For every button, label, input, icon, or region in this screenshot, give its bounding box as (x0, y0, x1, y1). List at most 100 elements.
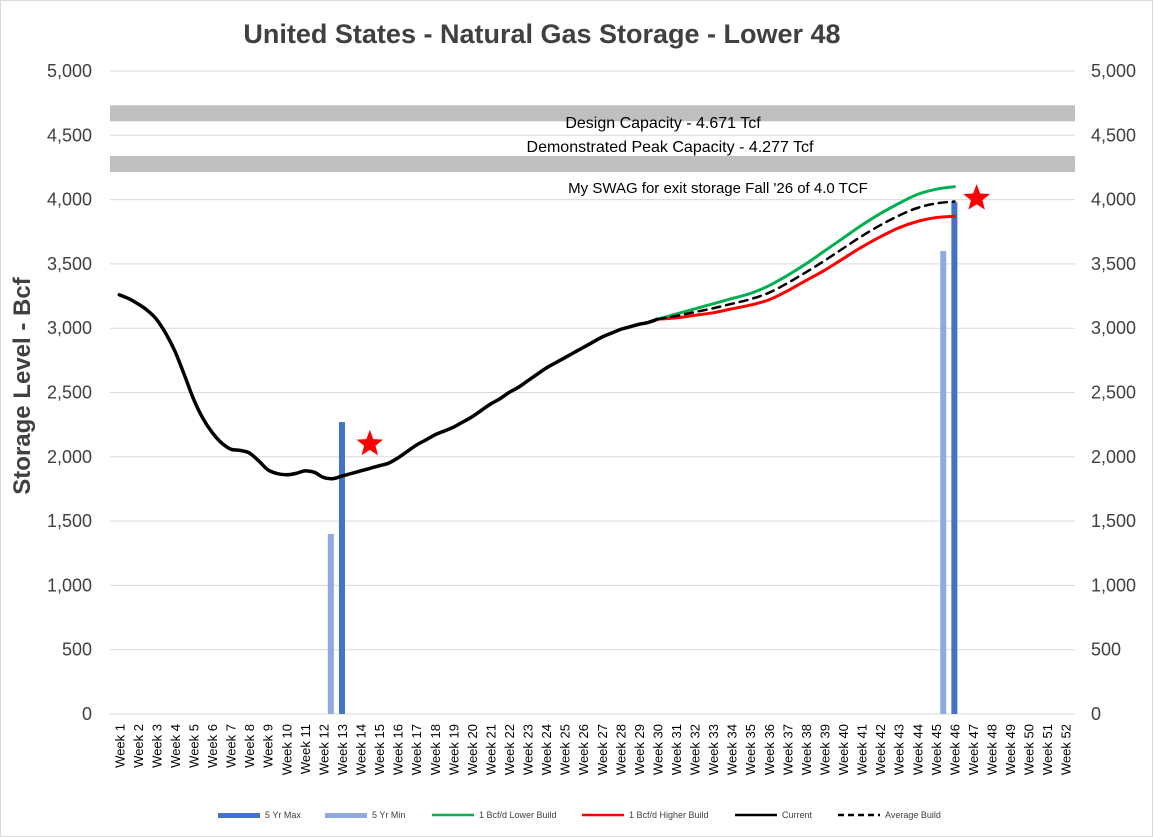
x-tick-label: Week 11 (298, 724, 313, 774)
x-tick-label: Week 32 (688, 724, 703, 775)
y-tick-label-right: 0 (1091, 704, 1101, 724)
x-tick-label: Week 29 (632, 724, 647, 775)
bar-5-yr-max (951, 202, 958, 714)
bar-series (327, 202, 958, 715)
legend-label: 1 Bcf/d Higher Build (629, 810, 709, 820)
legend: 5 Yr Max 5 Yr Min 1 Bcf/d Lower Build 1 Bcf… (218, 810, 941, 820)
chart-title: United States - Natural Gas Storage - Lo… (243, 19, 840, 49)
x-tick-label: Week 24 (539, 724, 554, 775)
x-tick-label: Week 30 (651, 724, 666, 775)
x-tick-label: Week 16 (391, 724, 406, 775)
peak-capacity-annotation: Demonstrated Peak Capacity - 4.277 Tcf (527, 139, 815, 156)
bar-5-yr-min (940, 251, 947, 715)
legend-label: Current (782, 810, 813, 820)
x-tick-label: Week 44 (910, 724, 925, 775)
line-series (117, 185, 956, 481)
y-tick-label-right: 4,500 (1091, 125, 1136, 145)
legend-item: 1 Bcf/d Lower Build (432, 810, 557, 820)
x-tick-label: Week 39 (818, 724, 833, 775)
line-1-bcf-d-higher-build (656, 214, 956, 321)
x-tick-label: Week 48 (985, 724, 1000, 775)
x-tick-label: Week 45 (929, 724, 944, 775)
star-markers (356, 184, 990, 456)
legend-item: 5 Yr Max (218, 810, 301, 820)
gridlines (110, 70, 1075, 715)
line-average-build (656, 200, 956, 321)
bar-5-yr-max (338, 422, 345, 714)
y-tick-label-right: 1,500 (1091, 511, 1136, 531)
x-tick-label: Week 15 (372, 724, 387, 775)
x-tick-label: Week 21 (483, 724, 498, 775)
x-tick-label: Week 9 (261, 724, 276, 768)
x-tick-label: Week 2 (131, 724, 146, 768)
swag-annotation: My SWAG for exit storage Fall '26 of 4.0… (568, 180, 868, 197)
x-axis-ticks: Week 1 Week 2 Week 3 Week 4 Week 5 Week 6 Week… (112, 724, 1073, 775)
x-tick-label: Week 4 (168, 724, 183, 768)
y-axis-label: Storage Level - Bcf (9, 276, 36, 494)
capacity-band (110, 105, 1075, 122)
y-tick-label: 4,000 (47, 190, 92, 210)
legend-swatch (325, 813, 367, 818)
x-tick-label: Week 27 (595, 724, 610, 775)
line-current (117, 293, 660, 481)
x-tick-label: Week 18 (428, 724, 443, 775)
x-tick-label: Week 38 (799, 724, 814, 775)
y-tick-label-right: 500 (1091, 640, 1121, 660)
y-tick-label-right: 2,500 (1091, 383, 1136, 403)
legend-item: 1 Bcf/d Higher Build (582, 810, 709, 820)
x-tick-label: Week 1 (112, 724, 127, 768)
y-tick-label: 1,500 (47, 511, 92, 531)
x-tick-label: Week 20 (465, 724, 480, 775)
line-1-bcf-d-lower-build (656, 185, 956, 321)
legend-label: 5 Yr Max (265, 810, 301, 820)
x-tick-label: Week 7 (224, 724, 239, 768)
y-tick-label-right: 4,000 (1091, 190, 1136, 210)
x-tick-label: Week 43 (892, 724, 907, 775)
x-tick-label: Week 50 (1022, 724, 1037, 775)
legend-item: Average Build (838, 810, 941, 820)
x-tick-label: Week 8 (242, 724, 257, 768)
capacity-band (110, 155, 1075, 172)
x-tick-label: Week 35 (743, 724, 758, 775)
star-marker (356, 429, 384, 456)
x-tick-label: Week 47 (966, 724, 981, 775)
y-tick-label: 2,500 (47, 383, 92, 403)
bar-5-yr-min (327, 533, 334, 714)
y-tick-label: 5,000 (47, 61, 92, 81)
y-tick-label: 3,500 (47, 254, 92, 274)
y-tick-label: 0 (82, 704, 92, 724)
x-tick-label: Week 25 (558, 724, 573, 775)
y-tick-label-right: 5,000 (1091, 61, 1136, 81)
capacity-bands (110, 105, 1075, 172)
legend-label: Average Build (885, 810, 941, 820)
y-tick-label-right: 2,000 (1091, 447, 1136, 467)
legend-item: 5 Yr Min (325, 810, 405, 820)
x-tick-label: Week 26 (576, 724, 591, 775)
legend-item: Current (735, 810, 813, 820)
x-tick-label: Week 13 (335, 724, 350, 775)
star-marker (963, 184, 990, 210)
y-axis-left-ticks: 0 500 1,000 1,500 2,000 2,500 3,000 3,500 4,000 4… (47, 61, 92, 724)
design-capacity-annotation: Design Capacity - 4.671 Tcf (565, 115, 761, 132)
x-tick-label: Week 41 (855, 724, 870, 775)
x-tick-label: Week 22 (502, 724, 517, 775)
x-tick-label: Week 6 (205, 724, 220, 768)
y-tick-label-right: 3,500 (1091, 254, 1136, 274)
x-tick-label: Week 23 (521, 724, 536, 775)
y-tick-label-right: 1,000 (1091, 575, 1136, 595)
legend-label: 1 Bcf/d Lower Build (479, 810, 557, 820)
y-tick-label: 1,000 (47, 575, 92, 595)
x-tick-label: Week 52 (1059, 724, 1074, 775)
y-tick-label: 500 (62, 640, 92, 660)
x-tick-label: Week 37 (780, 724, 795, 775)
x-tick-label: Week 42 (873, 724, 888, 775)
y-tick-label: 2,000 (47, 447, 92, 467)
x-tick-label: Week 5 (187, 724, 202, 768)
x-tick-label: Week 12 (316, 724, 331, 775)
y-tick-label: 4,500 (47, 125, 92, 145)
legend-label: 5 Yr Min (372, 810, 405, 820)
legend-swatch (218, 813, 260, 818)
x-tick-label: Week 14 (354, 724, 369, 775)
y-tick-label: 3,000 (47, 318, 92, 338)
